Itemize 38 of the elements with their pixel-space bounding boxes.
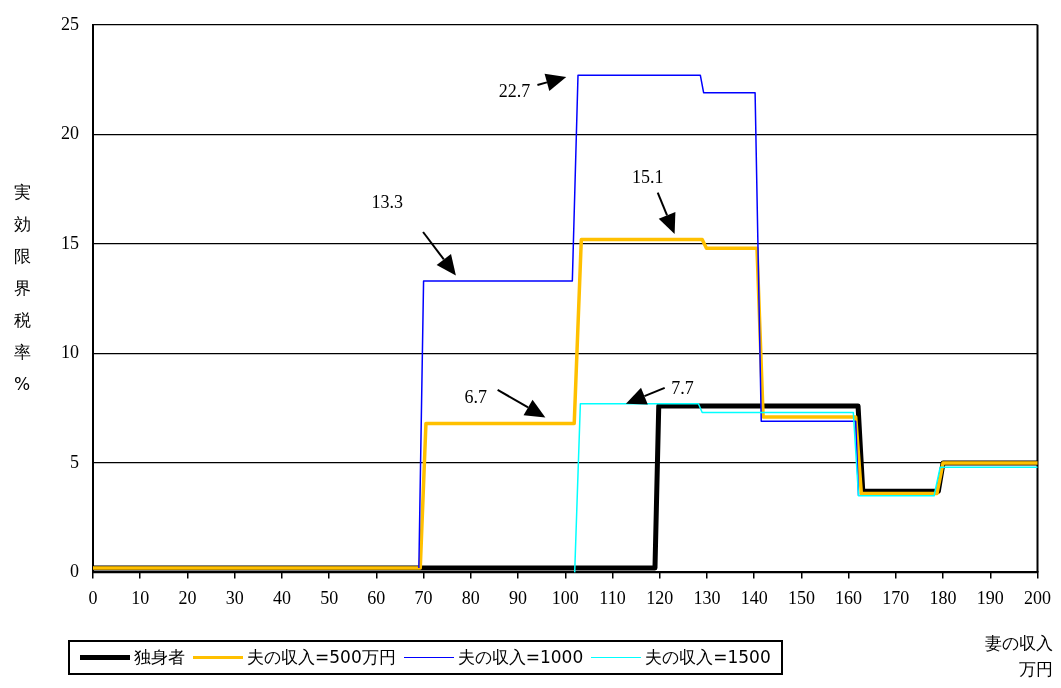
x-tick-label: 150 [787,587,815,608]
x-tick-label: 160 [835,587,863,608]
x-tick-label: 0 [88,587,98,608]
y-tick-label: 10 [61,342,79,363]
x-tick-label: 70 [414,587,433,608]
annotation: 7.7 [671,377,694,398]
y-tick-label: 20 [61,123,79,144]
x-tick-label: 130 [693,587,721,608]
x-tick-label: 110 [599,587,626,608]
y-tick-label: 5 [70,451,79,472]
legend-label: 夫の収入=500万円 [247,646,396,669]
annotation: 6.7 [464,387,488,408]
x-tick-label: 140 [740,587,768,608]
annotation: 22.7 [498,80,531,101]
x-tick-label: 100 [551,587,579,608]
y-axis-title: 実効限界税率% [12,181,32,396]
x-tick-label: 80 [461,587,480,608]
legend-label: 夫の収入=1500 [645,646,771,669]
x-tick-label: 170 [882,587,910,608]
x-tick-label: 90 [509,587,528,608]
x-tick-label: 120 [646,587,674,608]
x-tick-label: 30 [225,587,244,608]
y-tick-label: 15 [61,232,79,253]
x-tick-label: 40 [272,587,291,608]
legend-label: 夫の収入=1000 [457,646,584,669]
x-tick-label: 180 [929,587,957,608]
y-tick-label: 0 [70,561,79,582]
x-tick-label: 190 [976,587,1004,608]
x-tick-label: 200 [1024,587,1051,608]
y-tick-label: 25 [61,13,79,34]
annotation: 15.1 [632,167,664,188]
x-tick-label: 50 [320,587,339,608]
x-tick-label: 60 [367,587,386,608]
x-axis-title: 妻の収入万円 [984,632,1053,681]
x-tick-label: 10 [131,587,150,608]
annotation: 13.3 [371,192,404,213]
x-tick-label: 20 [178,587,197,608]
legend-label: 独身者 [134,646,185,669]
